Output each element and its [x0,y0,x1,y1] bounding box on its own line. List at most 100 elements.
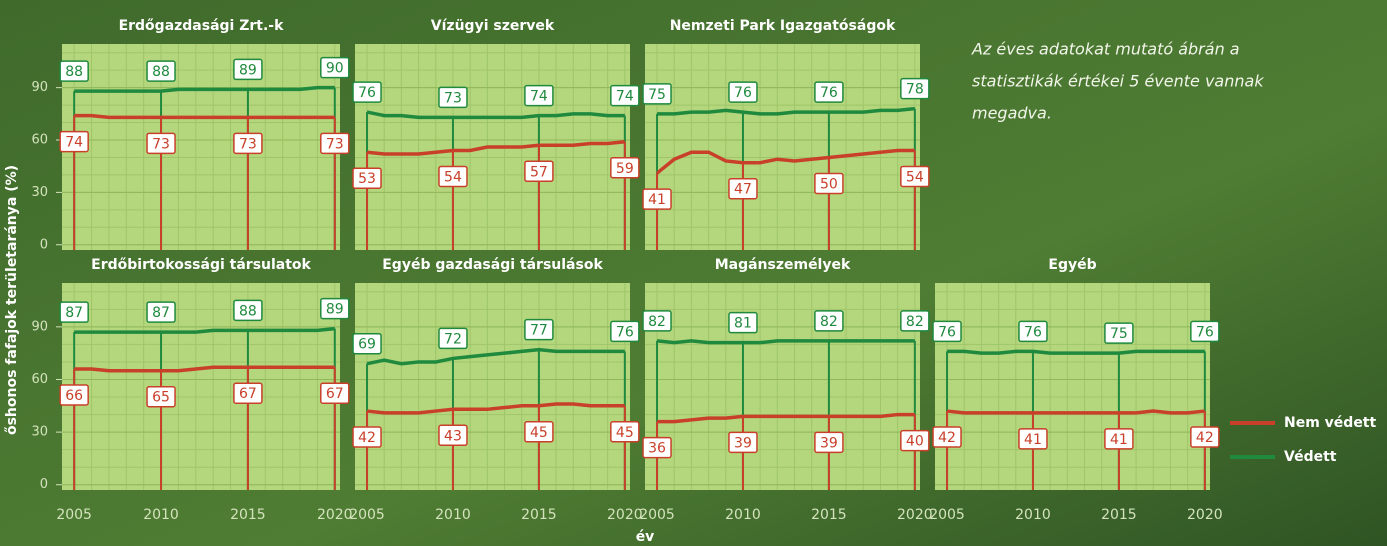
y-axis-label: őshonos fafajok területaránya (%) [4,165,20,435]
label-box [610,84,640,107]
data-label: 82 [648,314,666,330]
x-tick-label: 2010 [435,507,471,523]
legend-label: Nem védett [1284,415,1377,431]
label-box [1190,320,1220,343]
data-label: 66 [65,388,83,404]
plot-area [62,44,340,250]
label-box [352,167,382,189]
data-label: 88 [65,64,83,80]
label-box [642,310,672,332]
label-box [900,310,930,332]
data-label: 45 [616,425,634,441]
label-box [932,320,962,343]
panel-title: Vízügyi szervek [431,18,555,34]
label-box [642,188,672,210]
panel-title: Erdőgazdasági Zrt.-k [119,18,285,34]
data-label: 73 [326,136,344,152]
panel-title: Egyéb [1048,257,1096,273]
x-tick-label: 2010 [725,507,761,523]
label-box [900,429,930,452]
label-box [233,382,263,404]
label-box [233,299,263,322]
series-line [655,148,915,175]
data-label: 45 [530,425,548,441]
data-label: 67 [326,386,344,402]
label-box [438,327,468,350]
data-label: 75 [648,87,666,103]
label-box [320,297,350,320]
y-tick-label: 60 [31,372,48,387]
data-label: 76 [938,324,956,340]
data-label: 43 [444,428,462,444]
y-tick-label: 30 [31,185,48,200]
label-box [610,421,640,443]
data-label: 90 [326,61,344,77]
label-box [932,426,962,448]
label-box [900,165,930,188]
data-label: 41 [648,192,666,208]
data-label: 50 [820,176,838,192]
label-box [610,157,640,179]
data-label: 36 [648,441,666,457]
data-label: 76 [1196,324,1214,340]
label-box [814,172,844,195]
label-box [642,83,672,105]
x-tick-label: 2015 [230,507,266,523]
series-line [657,106,916,116]
x-tick-label: 2015 [521,507,557,523]
x-tick-label: 2005 [929,507,965,523]
label-box [146,301,176,323]
label-box [320,56,350,79]
data-label: 42 [358,430,376,446]
x-axis-label: év [636,529,655,545]
data-label: 42 [938,430,956,446]
series-line [947,349,1205,355]
data-label: 81 [734,316,752,332]
label-box [1018,320,1048,343]
label-box [814,431,844,454]
plot-area [935,283,1210,490]
note: megadva. [972,104,1052,123]
label-box [1104,322,1134,344]
series-line [656,339,915,345]
data-label: 54 [906,169,924,185]
label-box [728,81,758,103]
data-label: 88 [239,303,257,319]
series-group [656,339,916,490]
data-label: 76 [734,85,752,101]
label-box [233,132,263,155]
note: Az éves adatokat mutató ábrán a [971,40,1240,59]
label-box [610,320,640,343]
x-tick-label: 2005 [639,507,675,523]
label-box [524,160,554,183]
x-tick-label: 2010 [1015,507,1051,523]
label-box [524,318,554,341]
data-label: 59 [616,161,634,177]
data-label: 74 [530,89,548,105]
plot-area [355,283,630,490]
label-box [642,436,672,459]
data-label: 54 [444,169,462,185]
series-line [946,409,1206,415]
label-box [728,431,758,454]
series-line [74,365,335,373]
data-label: 78 [906,82,924,98]
series-line [74,85,335,93]
data-label: 40 [906,434,924,450]
label-box [59,384,89,406]
data-label: 47 [734,182,752,198]
y-tick-label: 0 [40,477,48,492]
x-tick-label: 2015 [811,507,847,523]
data-label: 75 [1110,326,1128,342]
y-tick-label: 90 [31,80,48,95]
data-label: 72 [444,331,462,347]
label-box [524,84,554,107]
label-box [814,310,844,332]
data-label: 87 [65,305,83,321]
plot-area [62,283,340,490]
label-box [320,382,350,404]
label-box [352,81,382,103]
label-box [352,426,382,448]
data-label: 76 [358,85,376,101]
